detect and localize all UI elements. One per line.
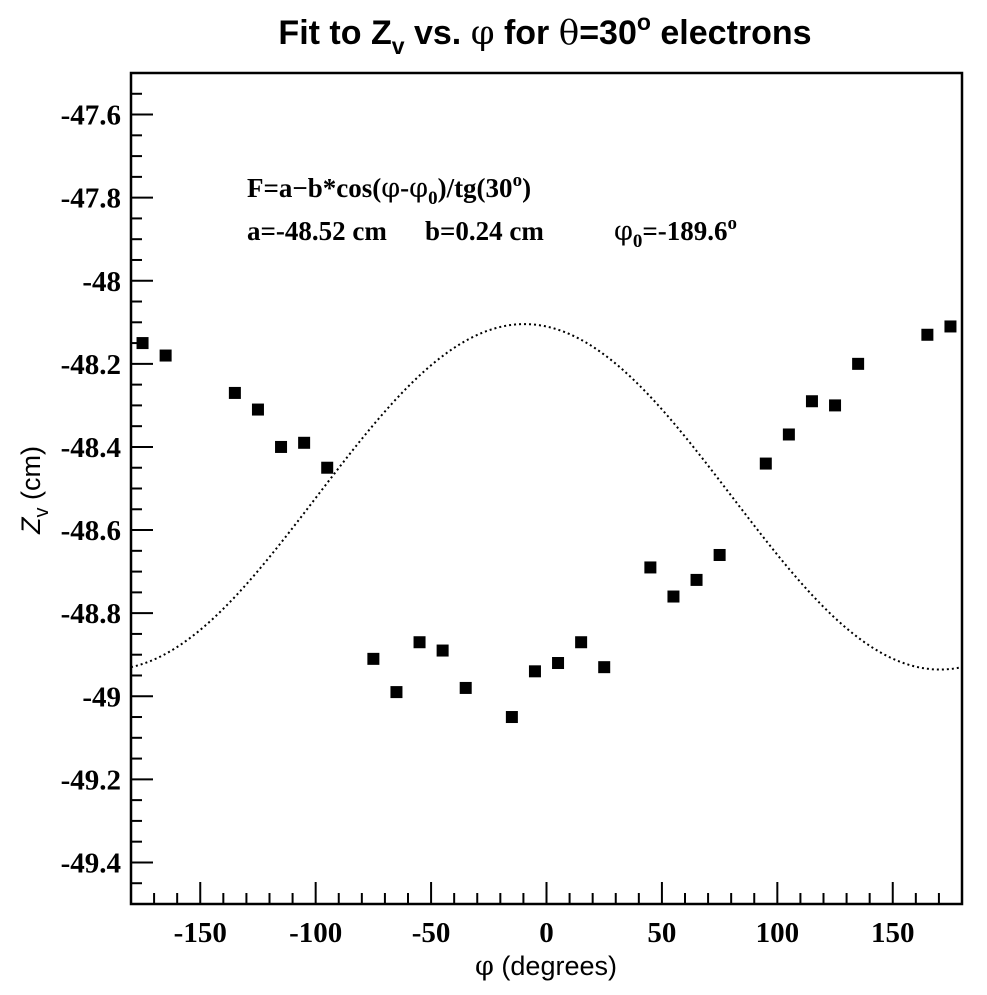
- title-sub: v: [392, 33, 405, 59]
- x-tick-label: 50: [647, 917, 676, 949]
- data-point: [575, 636, 588, 649]
- x-tick-label: -100: [289, 917, 342, 949]
- y-axis-tick-labels: -47.6 -47.8 -48 -48.2 -48.4 -48.6 -48.8 -49 -49.…: [61, 100, 121, 880]
- title-for: for: [495, 14, 559, 52]
- data-point: [228, 386, 241, 399]
- data-point: [552, 657, 565, 670]
- x-tick-label: 150: [871, 917, 915, 949]
- chart-title: Fit to Zv vs. φ for θ=30o electrons: [278, 9, 811, 59]
- param-phi0-sym: φ: [614, 216, 633, 247]
- data-point: [759, 457, 772, 470]
- data-point: [782, 428, 795, 441]
- y-tick-label: -48.4: [61, 432, 121, 464]
- data-point: [275, 440, 288, 453]
- data-points: [136, 320, 957, 724]
- y-tick-label: -49.2: [61, 764, 121, 796]
- fit-formula: F=a−b*cos(φ-φ0)/tg(30o): [247, 170, 531, 209]
- x-tick-label: -150: [174, 917, 227, 949]
- data-point: [644, 561, 657, 574]
- x-tick-label: 100: [756, 917, 800, 949]
- title-theta: θ: [559, 13, 579, 53]
- title-mid: vs.: [405, 14, 471, 52]
- param-b: b=0.24 cm: [425, 216, 544, 246]
- data-point: [805, 395, 818, 408]
- x-tick-label: -50: [412, 917, 451, 949]
- data-point: [852, 357, 865, 370]
- data-point: [667, 590, 680, 603]
- title-eq: =30: [579, 14, 637, 52]
- data-point: [367, 652, 380, 665]
- data-point: [251, 403, 264, 416]
- y-tick-label: -49: [82, 681, 121, 713]
- data-point: [436, 644, 449, 657]
- y-axis-label: Zv (cm): [16, 446, 53, 535]
- param-phi0-val: =-189.6: [642, 216, 727, 246]
- y-tick-label: -48.8: [61, 598, 121, 630]
- title-prefix: Fit to Z: [278, 14, 391, 52]
- data-point: [136, 337, 149, 350]
- data-point: [944, 320, 957, 333]
- data-point: [159, 349, 172, 362]
- data-point: [921, 328, 934, 341]
- data-point: [690, 573, 703, 586]
- param-a: a=-48.52 cm: [247, 216, 387, 246]
- y-axis-ticks: [131, 72, 153, 905]
- data-point: [298, 436, 311, 449]
- data-point: [528, 665, 541, 678]
- x-axis-ticks: [130, 882, 963, 904]
- y-tick-label: -47.8: [61, 183, 121, 215]
- data-point: [713, 548, 726, 561]
- y-tick-label: -49.4: [61, 847, 121, 879]
- y-tick-label: -48: [82, 266, 121, 298]
- data-point: [390, 686, 403, 699]
- data-point: [598, 661, 611, 674]
- y-tick-label: -47.6: [61, 100, 121, 132]
- y-tick-label: -48.2: [61, 349, 121, 381]
- title-deg: o: [637, 9, 651, 35]
- title-suffix: electrons: [651, 14, 812, 52]
- x-tick-label: 0: [539, 917, 554, 949]
- x-axis-label: φ (degrees): [475, 951, 617, 982]
- fit-parameters: a=-48.52 cm b=0.24 cm φ0=-189.6o: [247, 213, 737, 252]
- data-point: [321, 461, 334, 474]
- data-point: [459, 681, 472, 694]
- y-tick-label: -48.6: [61, 515, 121, 547]
- data-point: [413, 636, 426, 649]
- title-phi: φ: [471, 13, 495, 53]
- fit-curve: [130, 323, 963, 671]
- x-axis-tick-labels: -150 -100 -50 0 50 100 150: [174, 917, 915, 949]
- data-point: [829, 399, 842, 412]
- data-point: [505, 711, 518, 724]
